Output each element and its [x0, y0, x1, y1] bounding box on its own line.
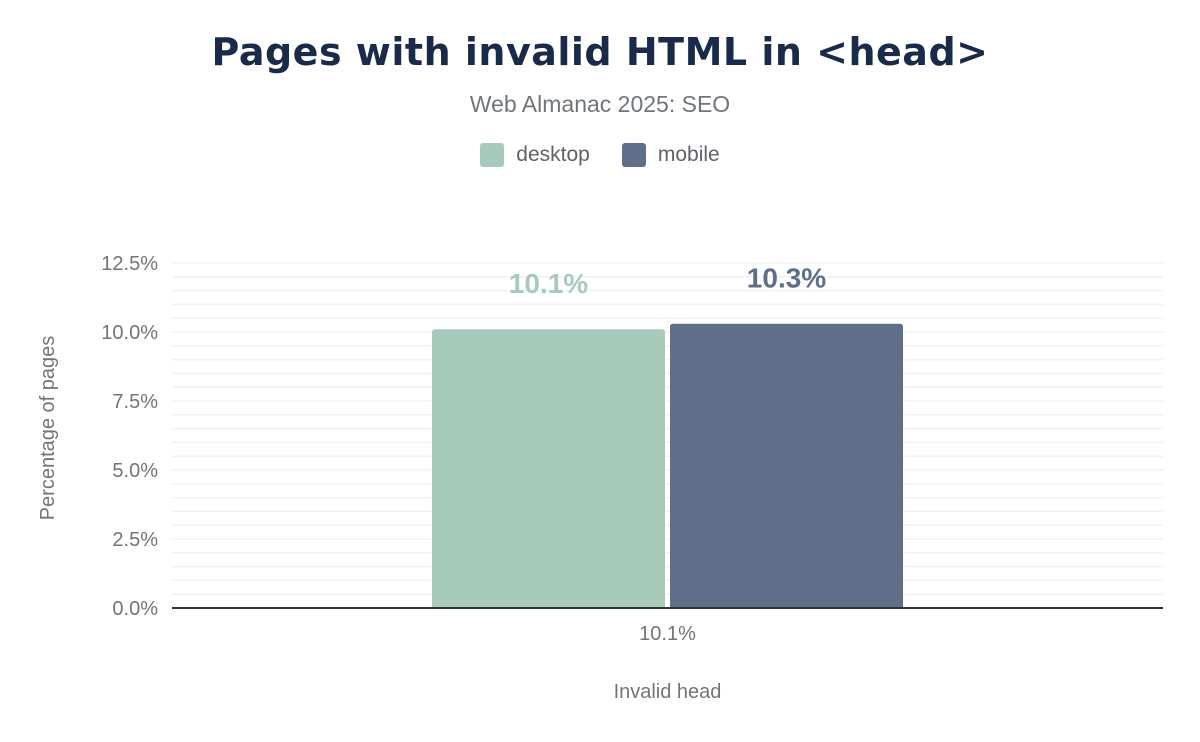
chart-subtitle: Web Almanac 2025: SEO [469, 91, 731, 117]
legend-item-desktop[interactable]: desktop [480, 143, 590, 167]
y-tick-label: 12.5% [101, 253, 158, 275]
data-label-mobile: 10.3% [747, 263, 826, 294]
bar-mobile [670, 323, 903, 608]
legend-item-mobile[interactable]: mobile [621, 143, 720, 167]
y-tick-label: 10.0% [101, 322, 158, 344]
y-tick-label: 2.5% [112, 529, 158, 551]
chart-title: Pages with invalid HTML in <head> [211, 30, 989, 74]
legend-label-mobile: mobile [657, 143, 720, 166]
y-tick-label: 5.0% [112, 460, 158, 482]
y-tick-label: 7.5% [112, 391, 158, 413]
x-axis-label: Invalid head [614, 681, 722, 703]
legend: desktop mobile [0, 143, 1200, 167]
legend-swatch-desktop [480, 143, 505, 167]
data-label-desktop: 10.1% [509, 268, 588, 299]
y-tick-label: 0.0% [112, 598, 158, 620]
bar-desktop [432, 329, 665, 608]
legend-label-desktop: desktop [516, 143, 590, 166]
y-axis-label: Percentage of pages [37, 336, 59, 521]
x-tick-label: 10.1% [639, 623, 696, 645]
legend-swatch-mobile [621, 143, 646, 167]
